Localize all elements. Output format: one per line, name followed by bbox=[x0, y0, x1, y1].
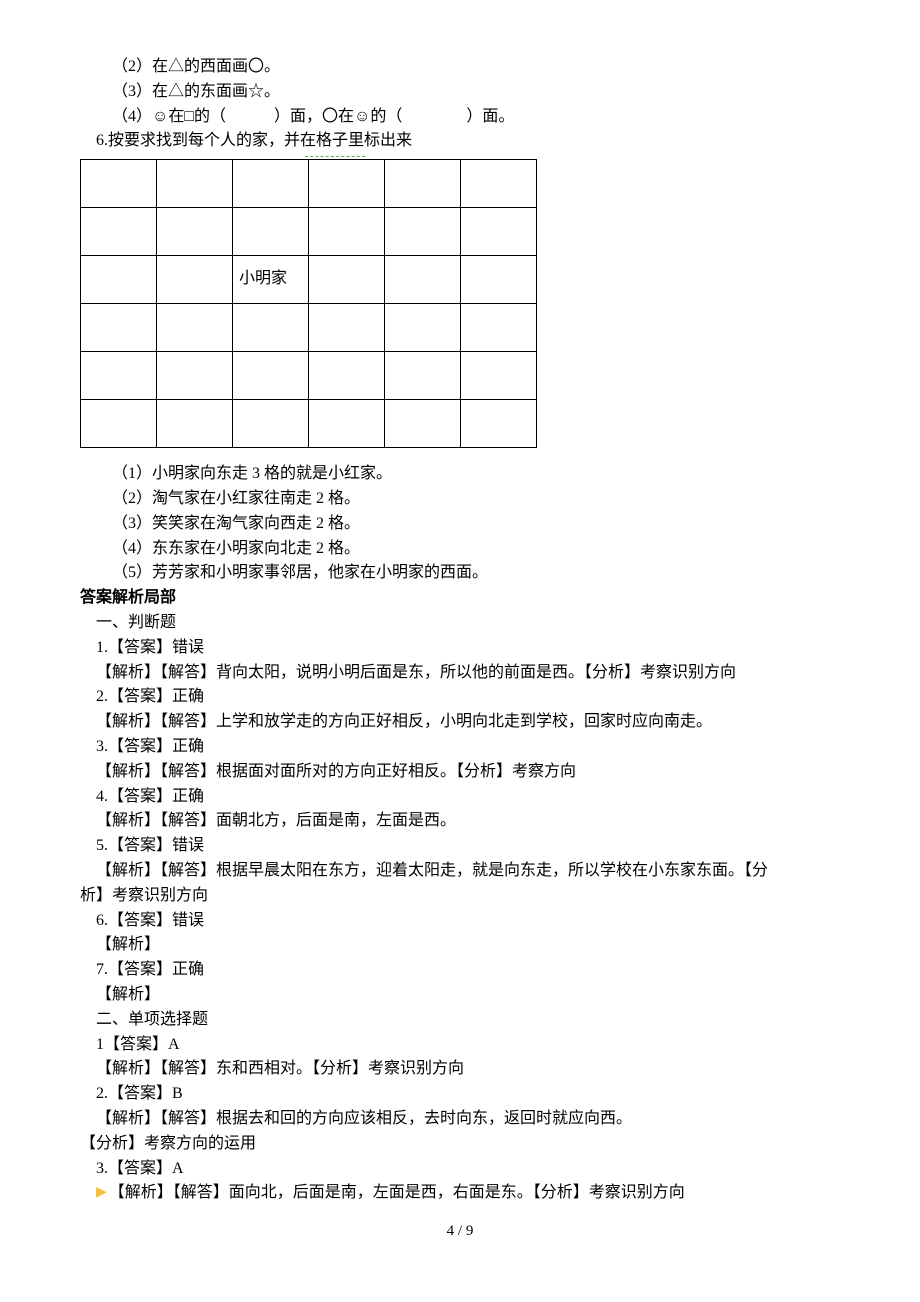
answer-1: 1.【答案】错误 bbox=[80, 636, 840, 661]
answer-3: 3.【答案】正确 bbox=[80, 735, 840, 760]
cell-xiaoming: 小明家 bbox=[233, 256, 309, 304]
table-row bbox=[81, 160, 537, 208]
table-row bbox=[81, 304, 537, 352]
grid-table: 小明家 bbox=[80, 159, 537, 448]
question-4: （4）☺在□的（ ）面，〇在☺的（ ）面。 bbox=[80, 105, 840, 130]
answer-4-explain: 【解析】【解答】面朝北方，后面是南，左面是西。 bbox=[80, 809, 840, 834]
table-row bbox=[81, 352, 537, 400]
answer-1-explain: 【解析】【解答】背向太阳，说明小明后面是东，所以他的前面是西。【分析】考察识别方… bbox=[80, 661, 840, 686]
choice-2-explain: 【解析】【解答】根据去和回的方向应该相反，去时向东，返回时就应向西。 bbox=[80, 1107, 840, 1132]
choice-3-explain-text: 【解析】【解答】面向北，后面是南，左面是西，右面是东。【分析】考察识别方向 bbox=[109, 1184, 685, 1201]
question-3: （3）在△的东面画☆。 bbox=[80, 80, 840, 105]
answer-5: 5.【答案】错误 bbox=[80, 834, 840, 859]
caret-icon: ▶ bbox=[96, 1182, 107, 1204]
choice-1-explain: 【解析】【解答】东和西相对。【分析】考察识别方向 bbox=[80, 1057, 840, 1082]
dashed-divider bbox=[305, 156, 365, 157]
answer-6: 6.【答案】错误 bbox=[80, 909, 840, 934]
choice-2: 2.【答案】B bbox=[80, 1082, 840, 1107]
answer-6-explain: 【解析】 bbox=[80, 933, 840, 958]
question-6-2: （2）淘气家在小红家往南走 2 格。 bbox=[80, 487, 840, 512]
choice-2-explain-2: 【分析】考察方向的运用 bbox=[80, 1132, 840, 1157]
table-row bbox=[81, 208, 537, 256]
question-6-1: （1）小明家向东走 3 格的就是小红家。 bbox=[80, 462, 840, 487]
answer-header: 答案解析局部 bbox=[80, 586, 840, 611]
answer-5-explain-2: 析】考察识别方向 bbox=[80, 884, 840, 909]
answer-3-explain: 【解析】【解答】根据面对面所对的方向正好相反。【分析】考察方向 bbox=[80, 760, 840, 785]
answer-5-explain: 【解析】【解答】根据早晨太阳在东方，迎着太阳走，就是向东走，所以学校在小东家东面… bbox=[80, 859, 840, 884]
choice-3: 3.【答案】A bbox=[80, 1157, 840, 1182]
answer-4: 4.【答案】正确 bbox=[80, 785, 840, 810]
document-page: （2）在△的西面画〇。 （3）在△的东面画☆。 （4）☺在□的（ ）面，〇在☺的… bbox=[0, 0, 920, 1302]
section-2: 二、单项选择题 bbox=[80, 1008, 840, 1033]
question-6-5: （5）芳芳家和小明家事邻居，他家在小明家的西面。 bbox=[80, 561, 840, 586]
page-footer: 4 / 9 bbox=[80, 1220, 840, 1243]
table-row bbox=[81, 400, 537, 448]
choice-3-explain: ▶【解析】【解答】面向北，后面是南，左面是西，右面是东。【分析】考察识别方向 bbox=[80, 1181, 840, 1206]
answer-2-explain: 【解析】【解答】上学和放学走的方向正好相反，小明向北走到学校，回家时应向南走。 bbox=[80, 710, 840, 735]
section-1: 一、判断题 bbox=[80, 611, 840, 636]
answer-7-explain: 【解析】 bbox=[80, 983, 840, 1008]
question-2: （2）在△的西面画〇。 bbox=[80, 55, 840, 80]
choice-1: 1【答案】A bbox=[80, 1033, 840, 1058]
question-6-title: 6.按要求找到每个人的家，并在格子里标出来 bbox=[80, 129, 840, 154]
table-row: 小明家 bbox=[81, 256, 537, 304]
question-6-3: （3）笑笑家在淘气家向西走 2 格。 bbox=[80, 512, 840, 537]
answer-7: 7.【答案】正确 bbox=[80, 958, 840, 983]
question-6-4: （4）东东家在小明家向北走 2 格。 bbox=[80, 537, 840, 562]
answer-2: 2.【答案】正确 bbox=[80, 685, 840, 710]
